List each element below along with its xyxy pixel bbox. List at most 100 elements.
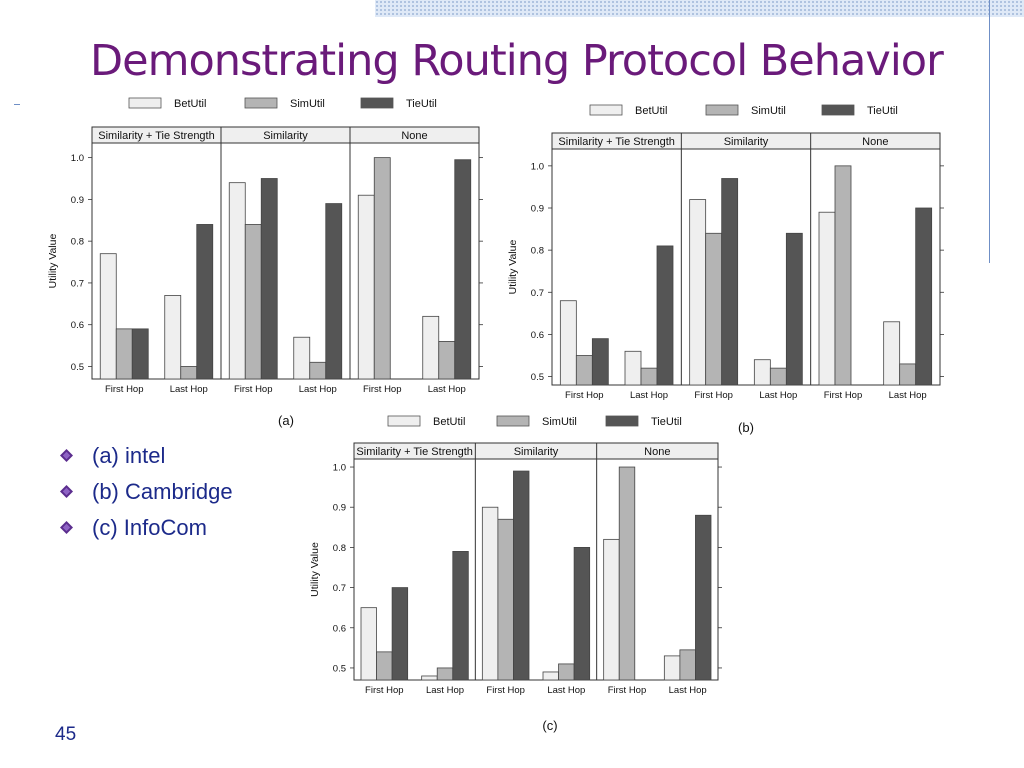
bar-betutil	[818, 211, 836, 386]
bar-simutil	[705, 232, 723, 386]
slide-title: Demonstrating Routing Protocol Behavior	[90, 36, 944, 86]
figure-caption: (c)	[542, 718, 557, 733]
bar-simutil	[180, 366, 198, 380]
legend-label: TieUtil	[651, 416, 682, 428]
bar-tieutil	[785, 232, 803, 386]
legend-label: BetUtil	[635, 105, 667, 117]
bar-simutil	[376, 651, 393, 681]
bullet-item: (a) intel	[58, 442, 233, 478]
y-axis-label: Utility Value	[507, 240, 519, 295]
bar-betutil	[689, 199, 707, 386]
panel-title: Similarity	[514, 446, 559, 458]
figure-caption: (b)	[738, 420, 754, 435]
x-tick-label: Last Hop	[759, 390, 797, 401]
bar-betutil	[357, 194, 375, 380]
bar-simutil	[436, 667, 454, 681]
x-tick-label: Last Hop	[889, 390, 927, 401]
x-tick-label: Last Hop	[299, 384, 337, 395]
panel-strip	[354, 443, 475, 459]
bar-simutil	[575, 355, 593, 386]
bar-betutil	[422, 315, 440, 380]
bar-tieutil	[325, 203, 343, 380]
legend-label: BetUtil	[174, 98, 206, 110]
bar-betutil	[228, 182, 246, 380]
legend-label: SimUtil	[290, 98, 325, 110]
panel-title: Similarity + Tie Strength	[356, 446, 472, 458]
bar-betutil	[603, 538, 620, 681]
bar-simutil	[769, 367, 787, 386]
y-tick-label: 0.6	[531, 330, 544, 341]
bullet-item: (c) InfoCom	[58, 514, 233, 550]
chart-frame	[551, 132, 941, 386]
y-tick-label: 1.0	[531, 161, 544, 172]
bullet-list: (a) intel (b) Cambridge (c) InfoCom	[58, 442, 233, 550]
legend-label: SimUtil	[751, 105, 786, 117]
x-tick-label: Last Hop	[170, 384, 208, 395]
bar-tieutil	[513, 470, 530, 681]
bar-simutil	[244, 224, 262, 380]
decorative-dash	[14, 104, 20, 105]
bar-tieutil	[573, 547, 591, 681]
y-tick-label: 0.6	[71, 320, 84, 331]
x-tick-label: Last Hop	[428, 384, 466, 395]
y-tick-label: 0.7	[531, 288, 544, 299]
legend-swatch	[605, 415, 639, 427]
chart-frame	[91, 126, 480, 380]
bar-simutil	[497, 518, 514, 681]
bar-tieutil	[721, 178, 739, 386]
bar-simutil	[618, 466, 636, 681]
y-tick-label: 0.9	[531, 204, 544, 215]
panel-title: None	[401, 130, 427, 142]
diamond-bullet-icon	[60, 521, 73, 534]
bar-betutil	[360, 607, 377, 681]
y-tick-label: 0.5	[333, 663, 346, 674]
y-tick-label: 0.8	[531, 246, 544, 257]
legend-label: TieUtil	[867, 105, 898, 117]
bar-betutil	[883, 321, 901, 386]
bar-simutil	[558, 663, 575, 681]
y-tick-label: 0.8	[333, 543, 346, 554]
bar-tieutil	[656, 245, 674, 386]
y-tick-label: 0.5	[531, 372, 544, 383]
panel-title: Similarity	[263, 130, 308, 142]
bar-betutil	[753, 359, 771, 386]
bar-betutil	[542, 671, 559, 681]
x-tick-label: First Hop	[824, 390, 863, 401]
bullet-text: (a) intel	[92, 443, 166, 468]
panel-strip	[811, 133, 940, 149]
legend-swatch	[496, 415, 530, 427]
y-tick-label: 0.8	[71, 237, 84, 248]
panel-strip	[350, 127, 479, 143]
y-axis-label: Utility Value	[47, 234, 59, 289]
y-tick-label: 1.0	[333, 463, 346, 474]
bar-simutil	[899, 363, 917, 386]
legend-swatch	[387, 415, 421, 427]
x-tick-label: First Hop	[608, 685, 647, 696]
panel-strip	[92, 127, 221, 143]
legend-swatch	[821, 104, 855, 116]
bullet-item: (b) Cambridge	[58, 478, 233, 514]
chart-frame	[353, 442, 719, 681]
panel-title: Similarity + Tie Strength	[558, 136, 674, 148]
bullet-text: (c) InfoCom	[92, 515, 207, 540]
bar-simutil	[640, 367, 658, 386]
y-tick-label: 1.0	[71, 153, 84, 164]
bar-tieutil	[695, 514, 712, 681]
bar-betutil	[99, 253, 117, 380]
bar-betutil	[559, 300, 577, 386]
legend-swatch	[360, 97, 394, 109]
y-tick-label: 0.7	[71, 278, 84, 289]
x-tick-label: First Hop	[105, 384, 144, 395]
diamond-bullet-icon	[60, 485, 73, 498]
legend-swatch	[128, 97, 162, 109]
bar-tieutil	[391, 587, 409, 681]
legend-label: BetUtil	[433, 416, 465, 428]
x-tick-label: First Hop	[486, 685, 525, 696]
bar-simutil	[115, 328, 133, 380]
y-axis-label: Utility Value	[309, 542, 321, 597]
panel-strip	[475, 443, 597, 459]
y-tick-label: 0.5	[71, 362, 84, 373]
panel-title: None	[862, 136, 888, 148]
bar-simutil	[309, 361, 327, 380]
